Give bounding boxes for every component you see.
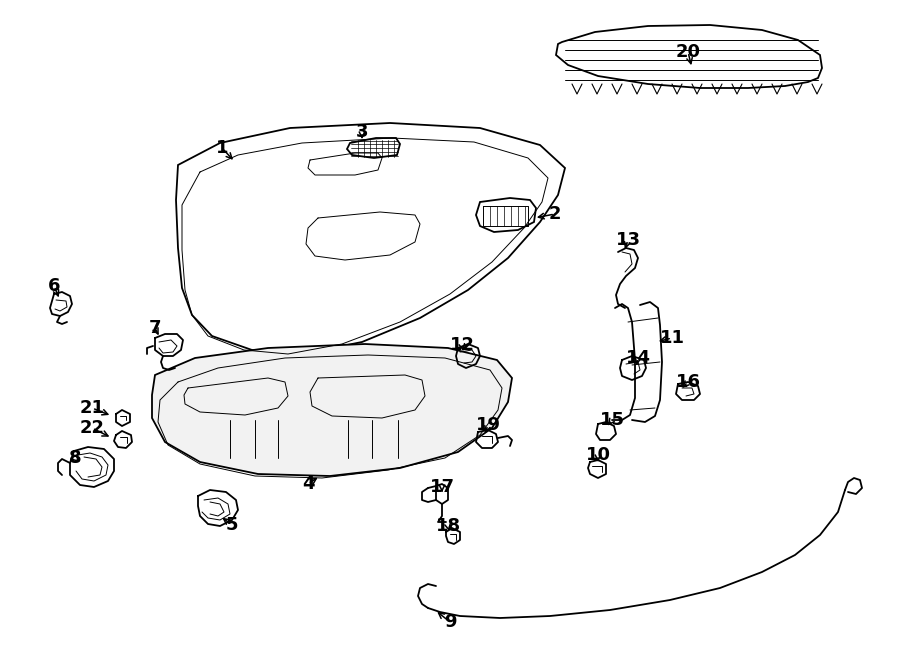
Text: 18: 18 xyxy=(436,517,461,535)
Text: 22: 22 xyxy=(79,419,104,437)
Text: 2: 2 xyxy=(549,205,562,223)
Polygon shape xyxy=(347,138,400,158)
Text: 15: 15 xyxy=(599,411,625,429)
Text: 6: 6 xyxy=(48,277,60,295)
Text: 14: 14 xyxy=(626,349,651,367)
Text: 5: 5 xyxy=(226,516,239,534)
Text: 21: 21 xyxy=(79,399,104,417)
Text: 10: 10 xyxy=(586,446,610,464)
Polygon shape xyxy=(556,25,822,88)
Polygon shape xyxy=(476,198,536,232)
Text: 4: 4 xyxy=(302,475,314,493)
Text: 17: 17 xyxy=(429,478,454,496)
Text: 3: 3 xyxy=(356,123,368,141)
Polygon shape xyxy=(152,344,512,476)
Text: 13: 13 xyxy=(616,231,641,249)
Text: 7: 7 xyxy=(148,319,161,337)
Text: 20: 20 xyxy=(676,43,700,61)
Polygon shape xyxy=(176,123,565,354)
Text: 12: 12 xyxy=(449,336,474,354)
Text: 1: 1 xyxy=(216,139,229,157)
Text: 8: 8 xyxy=(68,449,81,467)
Text: 19: 19 xyxy=(475,416,500,434)
Text: 11: 11 xyxy=(660,329,685,347)
Text: 16: 16 xyxy=(676,373,700,391)
Text: 9: 9 xyxy=(444,613,456,631)
